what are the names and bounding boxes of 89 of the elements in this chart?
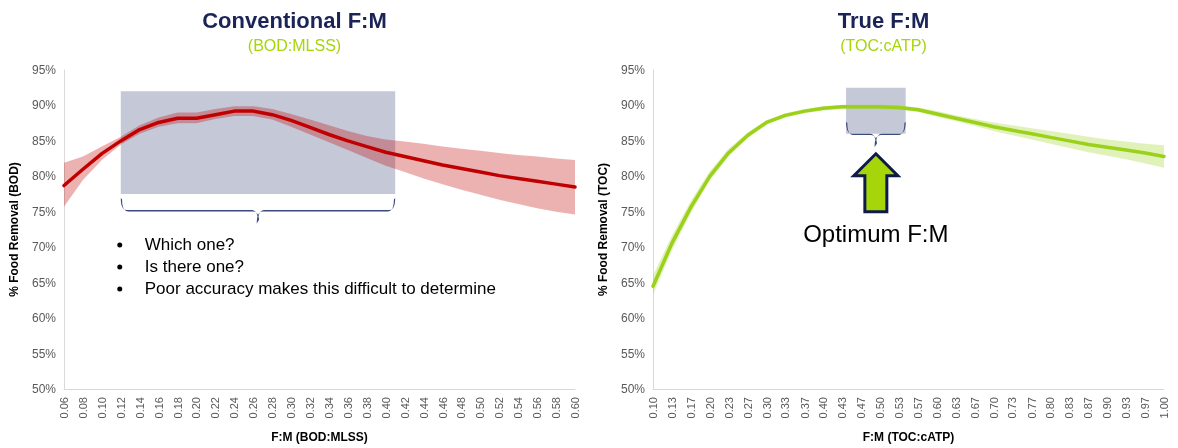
x-tick-label: 0.77 bbox=[1025, 397, 1038, 419]
x-tick-label: 0.50 bbox=[874, 397, 887, 419]
y-tick-label: 80% bbox=[31, 169, 57, 184]
x-tick-label: 0.80 bbox=[1044, 397, 1057, 419]
x-tick-label: 0.58 bbox=[550, 397, 563, 419]
chart-subtitle: (BOD:MLSS) bbox=[247, 36, 342, 54]
y-tick-label: 75% bbox=[620, 204, 646, 219]
x-tick-label: 0.97 bbox=[1139, 397, 1152, 419]
y-tick-label: 60% bbox=[31, 311, 57, 326]
y-tick-label: 50% bbox=[31, 382, 57, 396]
y-tick-label: 65% bbox=[31, 275, 57, 290]
x-tick-label: 0.83 bbox=[1063, 397, 1076, 419]
x-tick-label: 0.56 bbox=[531, 397, 544, 419]
y-tick-label: 85% bbox=[620, 133, 646, 148]
x-tick-label: 0.12 bbox=[114, 397, 127, 419]
y-tick-label: 70% bbox=[620, 240, 646, 255]
x-tick-label: 0.60 bbox=[569, 397, 581, 419]
x-tick-label: 0.20 bbox=[703, 397, 716, 419]
x-tick-label: 0.47 bbox=[855, 397, 868, 419]
x-tick-label: 0.73 bbox=[1006, 397, 1019, 419]
x-tick-label: 0.54 bbox=[512, 397, 525, 419]
x-axis-title: F:M (BOD:MLSS) bbox=[271, 430, 368, 444]
x-tick-label: 0.93 bbox=[1119, 397, 1132, 419]
x-tick-label: 0.63 bbox=[949, 397, 962, 419]
y-tick-label: 80% bbox=[620, 169, 646, 184]
x-tick-label: 0.13 bbox=[665, 397, 678, 419]
x-tick-label: 0.42 bbox=[398, 397, 411, 419]
x-tick-label: 0.27 bbox=[741, 397, 754, 419]
x-tick-label: 0.60 bbox=[930, 397, 943, 419]
x-axis-title: F:M (TOC:cATP) bbox=[862, 430, 955, 444]
x-tick-label: 0.30 bbox=[760, 397, 773, 419]
y-tick-label: 55% bbox=[620, 346, 646, 361]
chart-title: True F:M bbox=[837, 7, 930, 33]
x-tick-label: 0.53 bbox=[892, 397, 905, 419]
annotation: Optimum F:M bbox=[803, 220, 949, 248]
annotation: Which one? bbox=[144, 235, 235, 255]
x-tick-label: 0.40 bbox=[817, 397, 830, 419]
chart-subtitle: (TOC:cATP) bbox=[840, 36, 927, 54]
x-tick-label: 0.38 bbox=[360, 397, 373, 419]
y-tick-label: 65% bbox=[620, 275, 646, 290]
x-tick-label: 0.28 bbox=[266, 397, 279, 419]
x-tick-label: 1.00 bbox=[1158, 397, 1170, 419]
y-tick-label: 90% bbox=[620, 98, 646, 113]
y-tick-label: 70% bbox=[31, 240, 57, 255]
x-tick-label: 0.50 bbox=[474, 397, 487, 419]
annotation: Is there one? bbox=[144, 257, 245, 277]
x-tick-label: 0.40 bbox=[379, 397, 392, 419]
y-tick-label: 95% bbox=[620, 63, 646, 77]
y-tick-label: 60% bbox=[620, 311, 646, 326]
x-tick-label: 0.26 bbox=[247, 397, 260, 419]
x-tick-label: 0.34 bbox=[322, 397, 335, 419]
x-tick-label: 0.08 bbox=[76, 397, 89, 419]
x-tick-label: 0.87 bbox=[1082, 397, 1095, 419]
x-tick-label: 0.06 bbox=[58, 397, 70, 419]
x-tick-label: 0.24 bbox=[228, 397, 241, 419]
x-tick-label: 0.90 bbox=[1101, 397, 1114, 419]
x-tick-label: 0.18 bbox=[171, 397, 184, 419]
y-tick-label: 55% bbox=[31, 346, 57, 361]
x-tick-label: 0.37 bbox=[798, 397, 811, 419]
x-tick-label: 0.48 bbox=[455, 397, 468, 419]
x-tick-label: 0.67 bbox=[968, 397, 981, 419]
x-tick-label: 0.16 bbox=[152, 397, 165, 419]
x-tick-label: 0.22 bbox=[209, 397, 222, 419]
x-tick-label: 0.14 bbox=[133, 397, 146, 419]
x-tick-label: 0.44 bbox=[417, 397, 430, 419]
x-tick-label: 0.23 bbox=[722, 397, 735, 419]
y-axis-title: % Food Removal (TOC) bbox=[596, 162, 610, 297]
x-tick-label: 0.30 bbox=[285, 397, 298, 419]
x-tick-label: 0.70 bbox=[987, 397, 1000, 419]
y-tick-label: 90% bbox=[31, 98, 57, 113]
y-tick-label: 85% bbox=[31, 133, 57, 148]
x-tick-label: 0.43 bbox=[836, 397, 849, 419]
x-tick-label: 0.10 bbox=[95, 397, 108, 419]
x-tick-label: 0.17 bbox=[685, 397, 698, 419]
x-tick-label: 0.36 bbox=[341, 397, 354, 419]
y-tick-label: 95% bbox=[31, 63, 57, 77]
x-tick-label: 0.57 bbox=[912, 397, 925, 419]
annotation: Poor accuracy makes this difficult to determine bbox=[144, 279, 496, 299]
x-tick-label: 0.10 bbox=[647, 397, 659, 419]
line-series bbox=[62, 109, 577, 189]
x-tick-label: 0.33 bbox=[779, 397, 792, 419]
x-tick-label: 0.52 bbox=[493, 397, 506, 419]
x-tick-label: 0.32 bbox=[304, 397, 317, 419]
chart-title: Conventional F:M bbox=[202, 7, 387, 33]
y-axis-title: % Food Removal (BOD) bbox=[7, 162, 21, 297]
y-tick-label: 75% bbox=[31, 204, 57, 219]
y-tick-label: 50% bbox=[620, 382, 646, 396]
x-tick-label: 0.20 bbox=[190, 397, 203, 419]
x-tick-label: 0.46 bbox=[436, 397, 449, 419]
